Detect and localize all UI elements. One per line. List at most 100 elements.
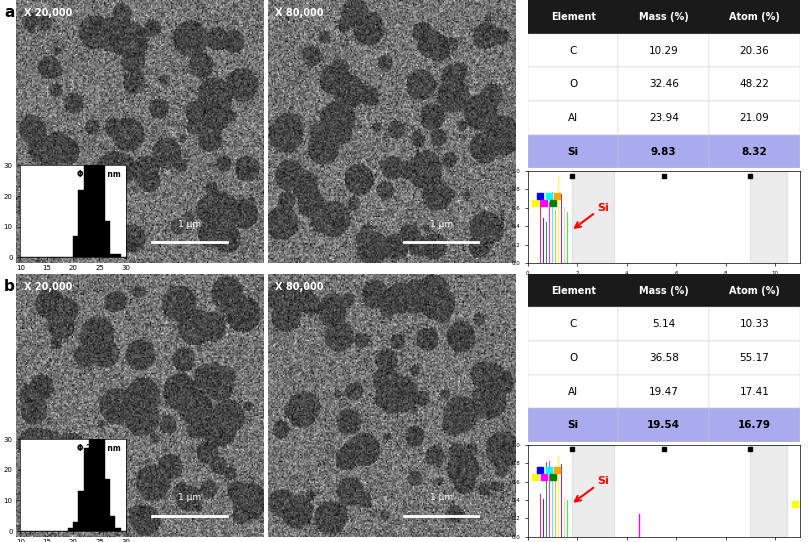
X-axis label: Energy (keV): Energy (keV) — [646, 281, 680, 286]
Text: 5.14: 5.14 — [651, 319, 675, 329]
Text: O: O — [569, 79, 577, 89]
FancyBboxPatch shape — [618, 375, 708, 409]
FancyBboxPatch shape — [708, 307, 799, 341]
FancyBboxPatch shape — [618, 409, 708, 442]
FancyBboxPatch shape — [527, 274, 618, 307]
Text: C: C — [569, 319, 576, 329]
Bar — [110, 516, 115, 531]
Text: Φ 24.2 nm: Φ 24.2 nm — [77, 443, 120, 453]
Text: 8.32: 8.32 — [740, 146, 766, 157]
FancyBboxPatch shape — [708, 101, 799, 135]
FancyBboxPatch shape — [527, 341, 618, 375]
Text: 9.83: 9.83 — [650, 146, 676, 157]
Text: Φ 23.9 nm: Φ 23.9 nm — [77, 170, 120, 179]
Bar — [89, 387, 94, 531]
Bar — [749, 171, 787, 263]
Text: a: a — [4, 5, 15, 21]
Text: 1 μm: 1 μm — [178, 220, 201, 229]
FancyBboxPatch shape — [527, 34, 618, 67]
FancyBboxPatch shape — [527, 135, 618, 169]
Text: Si: Si — [567, 146, 578, 157]
FancyBboxPatch shape — [708, 67, 799, 101]
X-axis label: Particle size (nm): Particle size (nm) — [43, 276, 103, 283]
Bar — [115, 254, 121, 257]
FancyBboxPatch shape — [527, 0, 618, 34]
Bar — [73, 236, 78, 257]
Text: 1 μm: 1 μm — [429, 220, 453, 229]
Bar — [105, 221, 110, 257]
FancyBboxPatch shape — [708, 409, 799, 442]
Text: 19.54: 19.54 — [646, 420, 680, 430]
FancyBboxPatch shape — [708, 341, 799, 375]
Text: X 80,000: X 80,000 — [275, 8, 324, 18]
Text: 55.17: 55.17 — [739, 353, 769, 363]
Bar — [115, 528, 121, 531]
Text: 19.47: 19.47 — [648, 386, 678, 397]
Text: 21.09: 21.09 — [739, 113, 768, 123]
Text: X 20,000: X 20,000 — [24, 282, 72, 292]
Text: Atom (%): Atom (%) — [728, 12, 779, 22]
Text: 20.36: 20.36 — [739, 46, 768, 55]
FancyBboxPatch shape — [618, 274, 708, 307]
Text: 36.58: 36.58 — [648, 353, 678, 363]
Bar — [84, 448, 89, 531]
FancyBboxPatch shape — [618, 0, 708, 34]
FancyBboxPatch shape — [527, 409, 618, 442]
FancyBboxPatch shape — [708, 375, 799, 409]
Text: 32.46: 32.46 — [648, 79, 678, 89]
Bar — [79, 190, 84, 257]
Text: 48.22: 48.22 — [739, 79, 769, 89]
Text: Element: Element — [550, 286, 595, 295]
Bar — [749, 445, 787, 537]
Text: Mass (%): Mass (%) — [638, 12, 688, 22]
Bar — [89, 141, 94, 257]
Text: Atom (%): Atom (%) — [728, 286, 779, 295]
Text: O: O — [569, 353, 577, 363]
FancyBboxPatch shape — [527, 375, 618, 409]
Bar — [68, 528, 73, 531]
Text: Si: Si — [596, 476, 607, 486]
FancyBboxPatch shape — [618, 101, 708, 135]
FancyBboxPatch shape — [527, 67, 618, 101]
Bar — [572, 171, 614, 263]
FancyBboxPatch shape — [527, 307, 618, 341]
Text: 23.94: 23.94 — [648, 113, 678, 123]
FancyBboxPatch shape — [618, 34, 708, 67]
Bar — [572, 445, 614, 537]
Text: 1 μm: 1 μm — [429, 493, 453, 502]
Bar — [94, 405, 100, 531]
Text: X 80,000: X 80,000 — [275, 282, 324, 292]
FancyBboxPatch shape — [527, 101, 618, 135]
Bar — [84, 165, 89, 257]
FancyBboxPatch shape — [618, 135, 708, 169]
Text: Element: Element — [550, 12, 595, 22]
Bar — [105, 479, 110, 531]
Bar — [100, 393, 105, 531]
Y-axis label: Counts: Counts — [500, 481, 505, 500]
FancyBboxPatch shape — [708, 135, 799, 169]
Text: Si: Si — [596, 203, 607, 212]
Text: 10.33: 10.33 — [739, 319, 768, 329]
FancyBboxPatch shape — [708, 274, 799, 307]
Text: Mass (%): Mass (%) — [638, 286, 688, 295]
FancyBboxPatch shape — [618, 307, 708, 341]
Bar — [94, 86, 100, 257]
Text: 10.29: 10.29 — [648, 46, 678, 55]
FancyBboxPatch shape — [618, 67, 708, 101]
Text: X 20,000: X 20,000 — [24, 8, 72, 18]
Text: Al: Al — [568, 386, 577, 397]
Bar — [110, 254, 115, 257]
Text: 16.79: 16.79 — [737, 420, 770, 430]
FancyBboxPatch shape — [708, 0, 799, 34]
FancyBboxPatch shape — [708, 34, 799, 67]
Text: C: C — [569, 46, 576, 55]
Bar — [79, 491, 84, 531]
Text: Al: Al — [568, 113, 577, 123]
Text: Si: Si — [567, 420, 578, 430]
Y-axis label: Counts: Counts — [500, 208, 505, 227]
Text: b: b — [4, 279, 15, 294]
FancyBboxPatch shape — [618, 341, 708, 375]
Text: 17.41: 17.41 — [739, 386, 769, 397]
Text: 1 μm: 1 μm — [178, 493, 201, 502]
Bar — [73, 522, 78, 531]
